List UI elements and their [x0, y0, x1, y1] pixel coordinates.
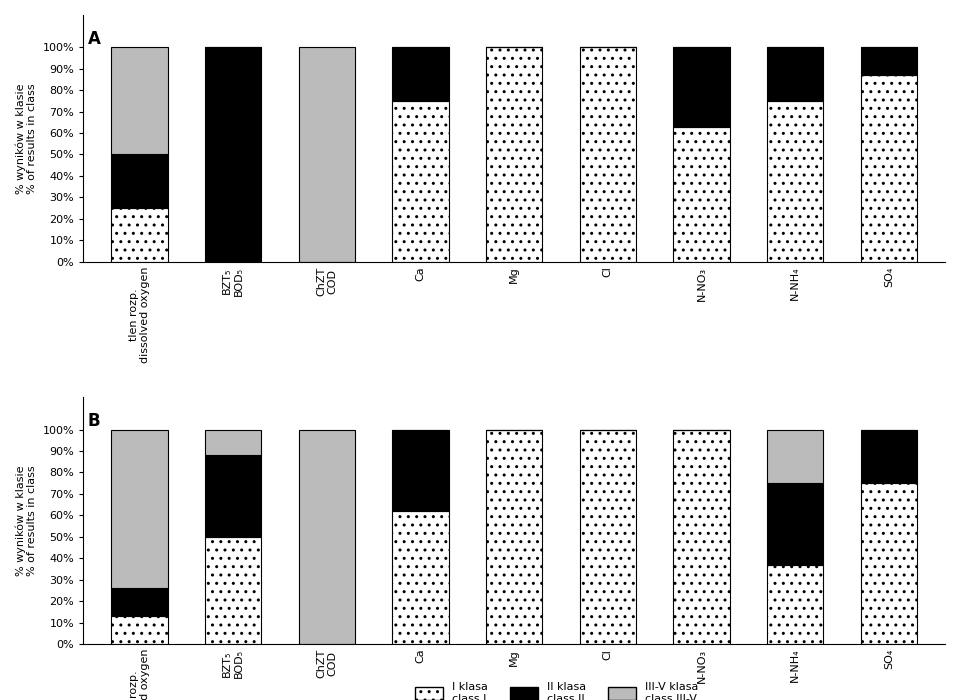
Y-axis label: % wyników w klasie
% of results in class: % wyników w klasie % of results in class [15, 466, 37, 576]
Bar [393, 430, 448, 511]
Bar [767, 101, 824, 262]
Bar [393, 511, 448, 644]
Bar [486, 47, 542, 262]
Legend: I klasa
class I, II klasa
class II, III-V klasa
class III-V: I klasa class I, II klasa class II, III-… [411, 678, 703, 700]
Bar [111, 430, 168, 588]
Bar [111, 47, 168, 155]
Bar [767, 565, 824, 644]
Y-axis label: % wyników w klasie
% of results in class: % wyników w klasie % of results in class [15, 83, 37, 194]
Bar [111, 588, 168, 616]
Bar [673, 430, 730, 644]
Bar [861, 47, 917, 75]
Text: B: B [88, 412, 101, 430]
Text: A: A [88, 30, 101, 48]
Bar [111, 616, 168, 644]
Bar [486, 430, 542, 644]
Bar [299, 47, 355, 262]
Bar [111, 208, 168, 262]
Bar [673, 127, 730, 262]
Bar [393, 101, 448, 262]
Bar [580, 47, 636, 262]
Bar [767, 47, 824, 101]
Bar [861, 75, 917, 262]
Bar [205, 430, 261, 455]
Bar [299, 430, 355, 644]
Bar [580, 430, 636, 644]
Bar [861, 483, 917, 644]
Bar [673, 47, 730, 127]
Bar [205, 537, 261, 644]
Bar [861, 430, 917, 483]
Bar [205, 47, 261, 262]
Bar [393, 47, 448, 101]
Bar [767, 430, 824, 483]
Bar [205, 455, 261, 537]
Bar [767, 483, 824, 565]
Bar [111, 155, 168, 208]
